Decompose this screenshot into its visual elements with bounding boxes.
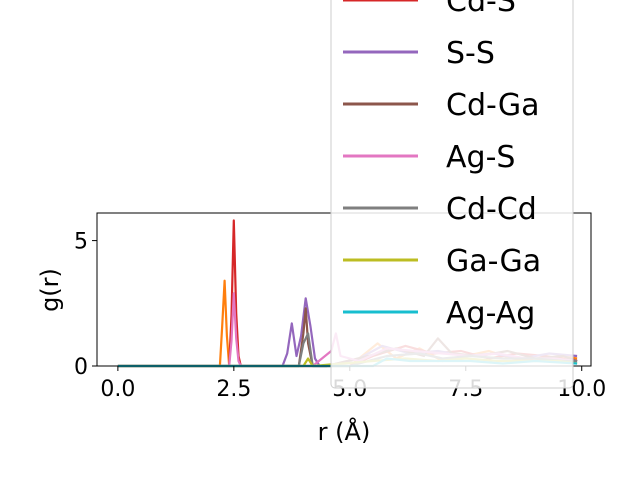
legend-label: Ga-Ga: [446, 244, 541, 279]
legend-label: Cd-S: [446, 0, 516, 19]
x-axis-label: r (Å): [318, 417, 371, 446]
axes: 0.0 2.5 5.0 7.5 10.005: [74, 212, 606, 402]
legend-label: Cd-Cd: [446, 192, 537, 227]
legend-box: [330, 0, 574, 389]
legend: Cd-S S-S Cd-Ga Ag-S Cd-Cd Ga-Ga Ag-Ag: [330, 0, 574, 389]
x-tick-label: 0.0: [100, 377, 135, 402]
legend-label: S-S: [446, 36, 495, 71]
legend-label: Ag-S: [446, 140, 515, 175]
legend-label: Ag-Ag: [446, 296, 535, 331]
y-tick-label: 0: [74, 355, 88, 380]
y-axis-label: g(r): [36, 268, 64, 312]
y-tick-label: 5: [74, 230, 88, 255]
legend-label: Cd-Ga: [446, 88, 540, 123]
x-tick-label: 2.5: [216, 377, 251, 402]
